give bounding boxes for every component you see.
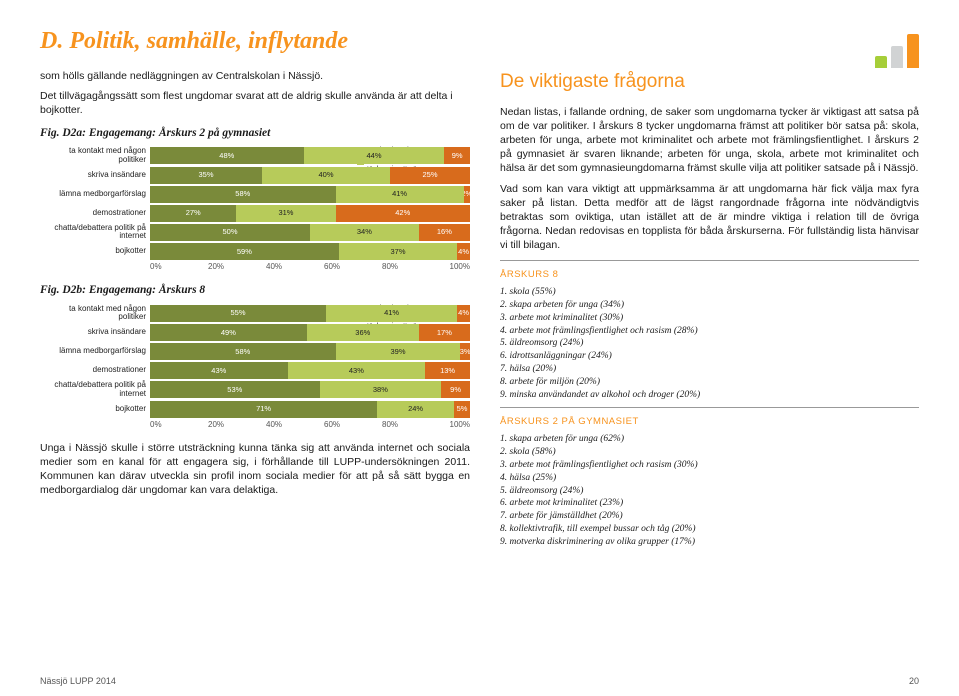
right-p1: Nedan listas, i fallande ordning, de sak… bbox=[500, 105, 919, 176]
bottom-paragraph: Unga i Nässjö skulle i större utsträckni… bbox=[40, 441, 470, 498]
chart-a: Det har jag gjortDet har jag inte gjort,… bbox=[40, 147, 470, 273]
list-item: 6. idrottsanläggningar (24%) bbox=[500, 350, 919, 363]
chart-row: chatta/debattera politik på internet53%3… bbox=[40, 381, 470, 399]
list-item: 8. arbete för miljön (20%) bbox=[500, 376, 919, 389]
footer-left: Nässjö LUPP 2014 bbox=[40, 676, 116, 686]
list-item: 3. arbete mot främlingsfientlighet och r… bbox=[500, 459, 919, 472]
chart-row: skriva insändare49%36%17% bbox=[40, 324, 470, 341]
list-item: 4. hälsa (25%) bbox=[500, 472, 919, 485]
right-p2: Vad som kan vara viktigt att uppmärksamm… bbox=[500, 182, 919, 253]
chart-row: bojkotter59%37%4% bbox=[40, 243, 470, 260]
list-item: 9. minska användandet av alkohol och dro… bbox=[500, 389, 919, 402]
figure-b-title: Fig. D2b: Engagemang: Årskurs 8 bbox=[40, 283, 470, 299]
figure-a-title: Fig. D2a: Engagemang: Årskurs 2 på gymna… bbox=[40, 126, 470, 142]
intro-text: som hölls gällande nedläggningen av Cent… bbox=[40, 69, 470, 118]
chart-row: skriva insändare35%40%25% bbox=[40, 167, 470, 184]
chart-axis: 0%20%40%60%80%100% bbox=[150, 262, 470, 273]
list-item: 7. arbete för jämställdhet (20%) bbox=[500, 510, 919, 523]
list-item: 5. äldreomsorg (24%) bbox=[500, 337, 919, 350]
list-item: 9. motverka diskriminering av olika grup… bbox=[500, 536, 919, 549]
list-item: 7. hälsa (20%) bbox=[500, 363, 919, 376]
logo-icon bbox=[875, 28, 919, 68]
chart-row: bojkotter71%24%5% bbox=[40, 401, 470, 418]
footer-page: 20 bbox=[909, 676, 919, 686]
list-item: 5. äldreomsorg (24%) bbox=[500, 485, 919, 498]
chart-row: ta kontakt med någon politiker55%41%4% bbox=[40, 305, 470, 323]
page-title: D. Politik, samhälle, inflytande bbox=[40, 28, 348, 55]
list-item: 1. skola (55%) bbox=[500, 286, 919, 299]
chart-row: ta kontakt med någon politiker48%44%9% bbox=[40, 147, 470, 165]
list-item: 2. skola (58%) bbox=[500, 446, 919, 459]
chart-axis: 0%20%40%60%80%100% bbox=[150, 420, 470, 431]
right-heading: De viktigaste frågorna bbox=[500, 69, 919, 95]
chart-row: lämna medborgarförslag58%41%2% bbox=[40, 186, 470, 203]
list-item: 6. arbete mot kriminalitet (23%) bbox=[500, 497, 919, 510]
chart-row: demostrationer43%43%13% bbox=[40, 362, 470, 379]
list-item: 2. skapa arbeten för unga (34%) bbox=[500, 299, 919, 312]
chart-row: demostrationer27%31%42% bbox=[40, 205, 470, 222]
chart-b: Det har jag gjortDet har jag inte gjort,… bbox=[40, 305, 470, 431]
page-footer: Nässjö LUPP 2014 20 bbox=[40, 676, 919, 686]
chart-row: chatta/debattera politik på internet50%3… bbox=[40, 224, 470, 242]
chart-row: lämna medborgarförslag58%39%3% bbox=[40, 343, 470, 360]
list-item: 8. kollektivtrafik, till exempel bussar … bbox=[500, 523, 919, 536]
list-item: 4. arbete mot främlingsfientlighet och r… bbox=[500, 325, 919, 338]
list-item: 1. skapa arbeten för unga (62%) bbox=[500, 433, 919, 446]
list-item: 3. arbete mot kriminalitet (30%) bbox=[500, 312, 919, 325]
list-arskurs8: ÅRSKURS 8 1. skola (55%)2. skapa arbeten… bbox=[500, 260, 919, 548]
